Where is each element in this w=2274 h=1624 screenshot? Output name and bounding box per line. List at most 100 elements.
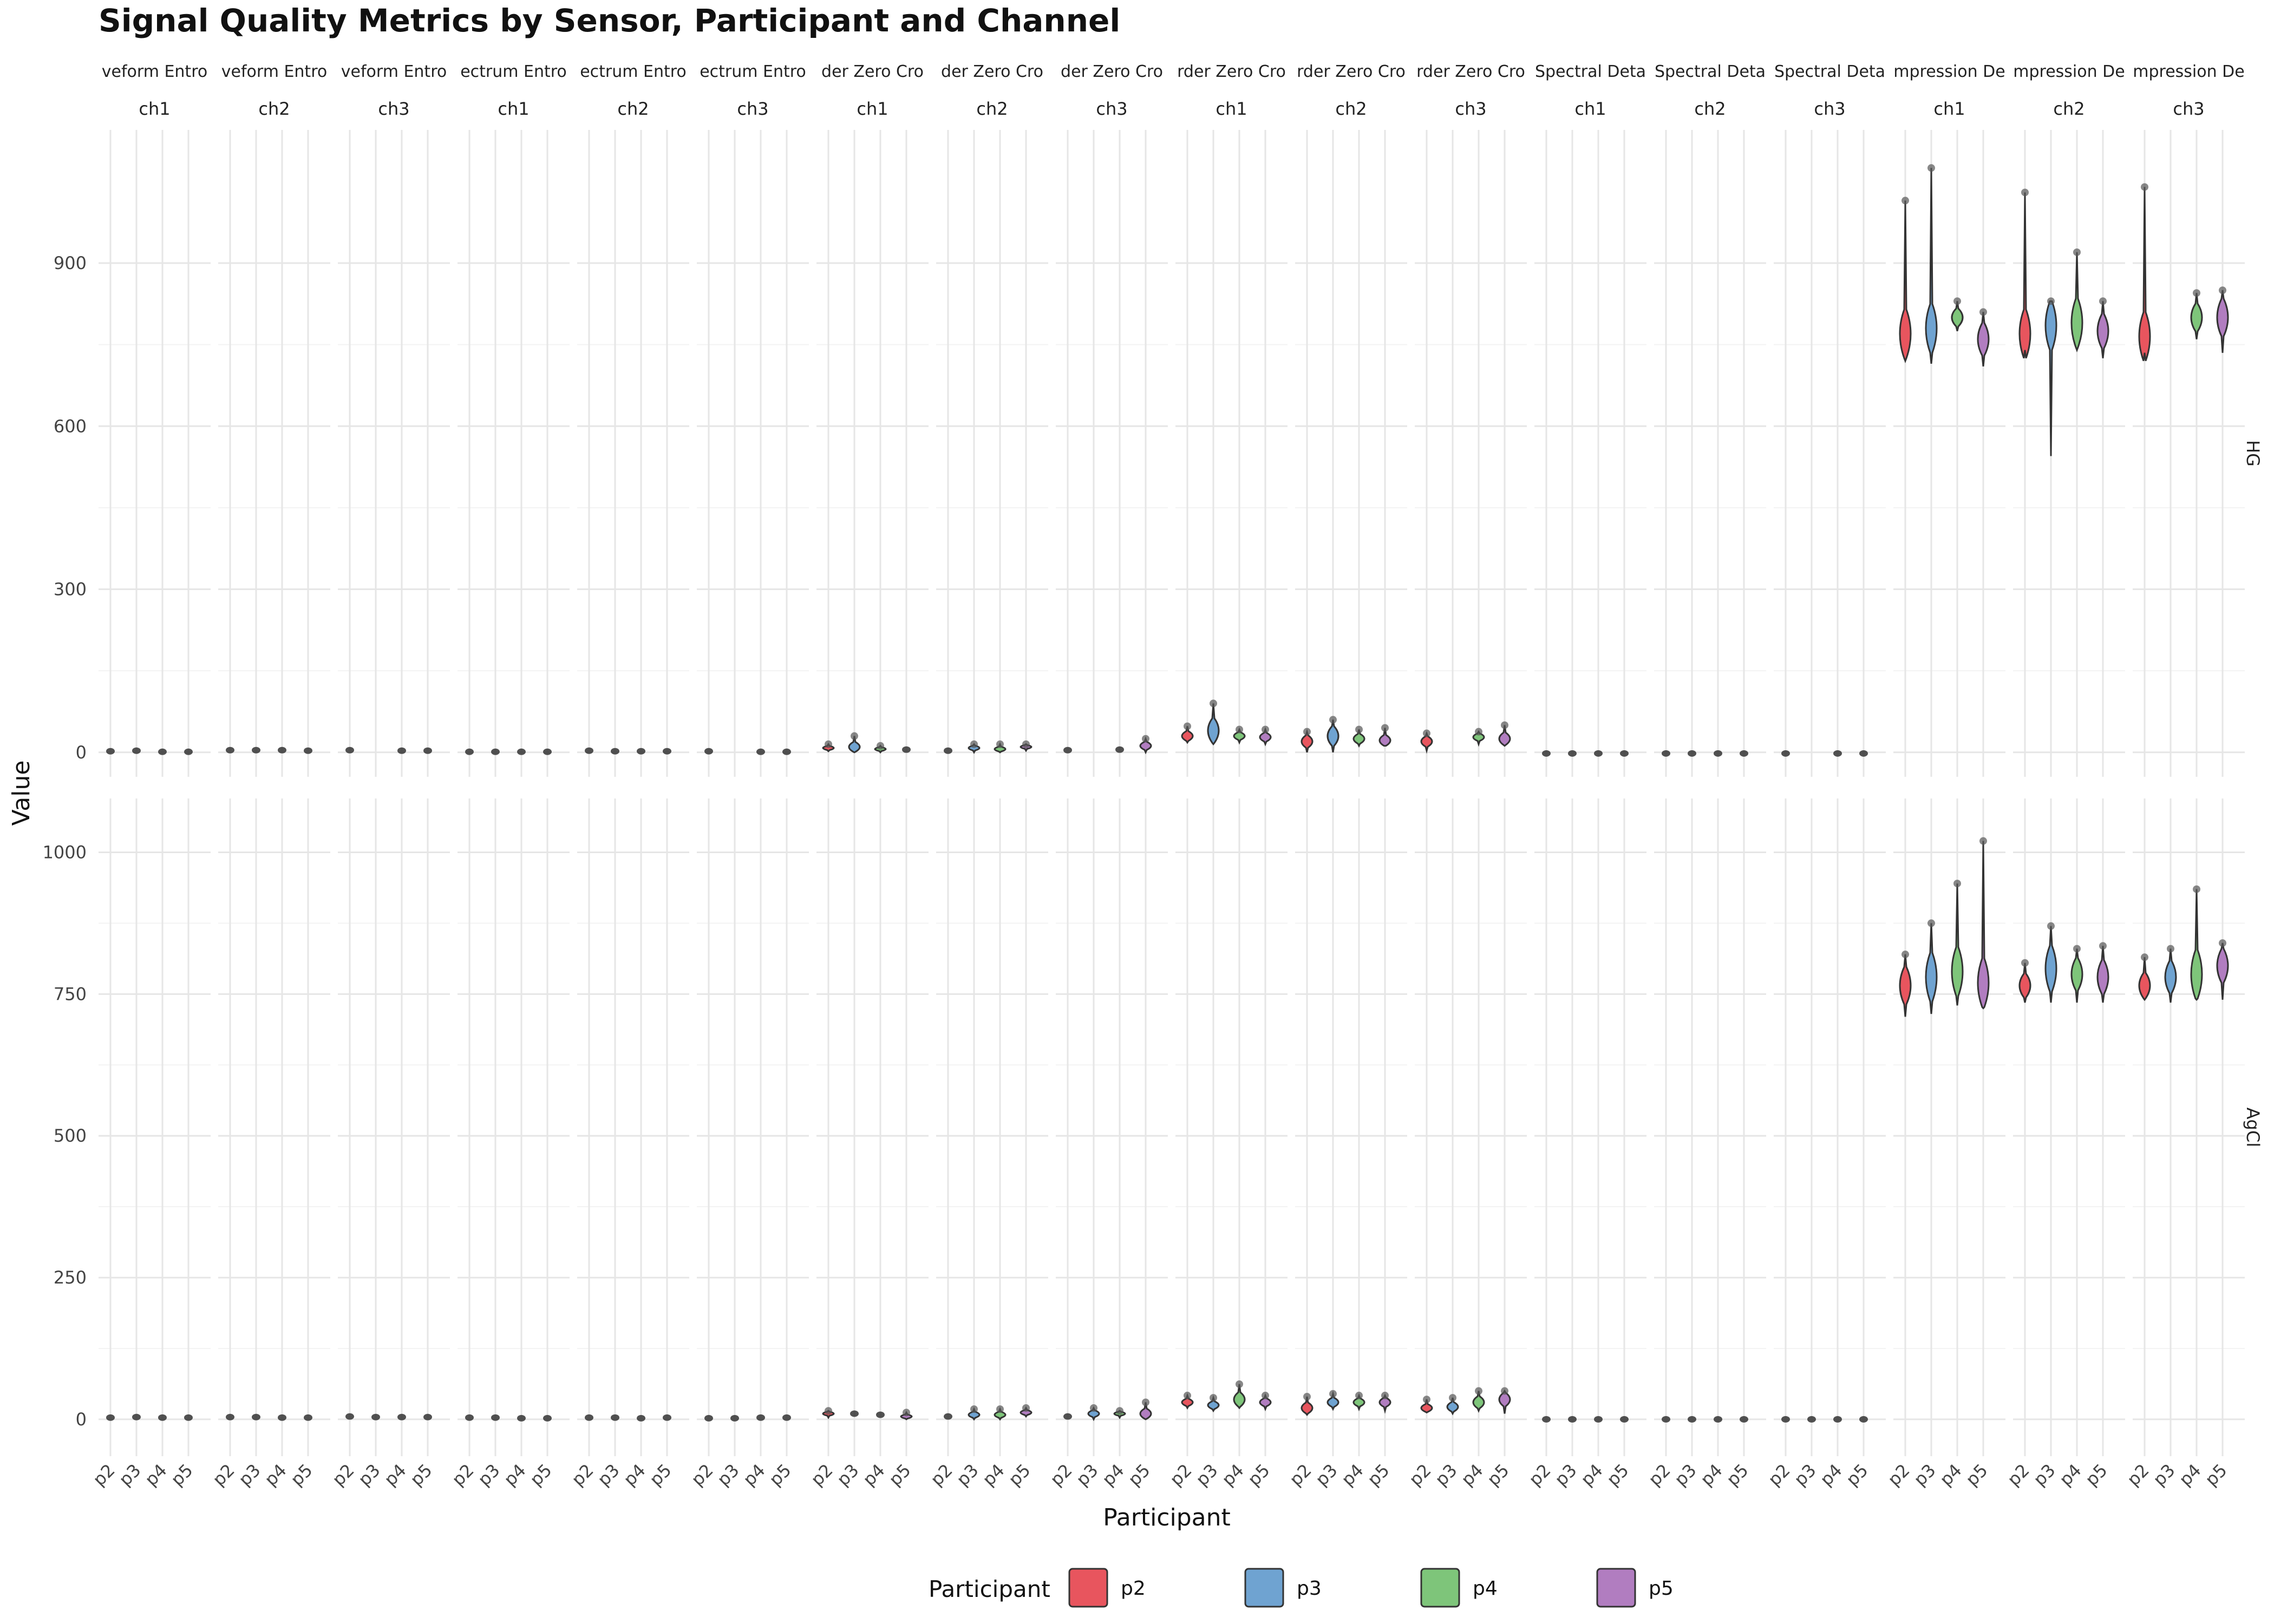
y-tick-label: 0	[76, 1409, 87, 1430]
violin-p4	[2190, 293, 2203, 339]
outlier-point	[970, 740, 978, 748]
facet-strip-channel: ch2	[976, 99, 1008, 119]
violin-p5	[2216, 942, 2229, 1000]
violin-p2	[2138, 957, 2151, 1001]
y-tick-label: 600	[54, 416, 87, 436]
facet-strip-channel: ch3	[1814, 99, 1845, 119]
outlier-point	[2219, 286, 2226, 294]
violin-p2	[106, 748, 115, 755]
violin-p3	[2044, 926, 2057, 1003]
outlier-point	[2099, 942, 2107, 950]
facet-strip-channel: ch1	[1216, 99, 1247, 119]
violin-p3	[1925, 168, 1938, 364]
facet-strip-channel: ch2	[1694, 99, 1726, 119]
legend-entries: p2 p3 p4 p5	[1068, 1568, 1674, 1608]
violin-p3	[252, 1413, 260, 1420]
outlier-point	[1142, 735, 1149, 743]
violin-p3	[730, 1415, 739, 1422]
violin-p2	[585, 1414, 593, 1421]
violin-p5	[1259, 1393, 1272, 1412]
outlier-point	[1210, 699, 1217, 708]
facet-strip-channel: ch2	[2053, 99, 2084, 119]
violin-p3	[968, 1407, 981, 1421]
violin-p4	[1833, 750, 1842, 757]
outlier-point	[2073, 945, 2081, 953]
violin-p5	[1740, 750, 1748, 757]
violin-p2	[1181, 1393, 1194, 1410]
outlier-point	[1262, 725, 1269, 734]
violin-p5	[663, 748, 671, 755]
facet-strip-metric: rder Zero Cro	[1177, 62, 1286, 81]
facet-strip-metric: ectrum Entro	[460, 62, 567, 81]
violin-p2	[465, 748, 474, 755]
outlier-point	[2193, 289, 2200, 297]
facet-strip-metric: rder Zero Cro	[1297, 62, 1406, 81]
legend: Participant p2 p3 p4 p5	[929, 1568, 1674, 1608]
outlier-point	[903, 1409, 910, 1417]
outlier-point	[2193, 885, 2200, 893]
violin-p3	[848, 736, 861, 754]
violin-p5	[1020, 1406, 1033, 1418]
violin-p4	[1594, 1416, 1603, 1423]
y-tick-label: 300	[54, 579, 87, 600]
violin-p4	[158, 1414, 167, 1421]
facet-strip-channel: ch3	[1455, 99, 1486, 119]
legend-key-p4	[1420, 1568, 1460, 1608]
facet-strip-metric: ectrum Entro	[700, 62, 806, 81]
outlier-point	[1090, 1404, 1097, 1412]
violin-p4	[637, 1415, 645, 1422]
outlier-point	[851, 732, 858, 740]
violin-p2	[585, 747, 593, 754]
violin-p2	[1420, 731, 1433, 754]
facet-strip-sensor: AgCl	[2243, 1108, 2263, 1147]
facet-strip-channel: ch2	[258, 99, 290, 119]
violin-p2	[1063, 746, 1072, 754]
violin-p5	[1977, 312, 1990, 366]
outlier-point	[1184, 1391, 1191, 1399]
violin-p4	[756, 1414, 765, 1421]
violin-p2	[704, 748, 713, 755]
outlier-point	[1381, 1391, 1389, 1399]
outlier-point	[1210, 1394, 1217, 1402]
violin-p4	[517, 748, 526, 755]
x-axis-title: Participant	[1103, 1504, 1231, 1531]
outlier-point	[1262, 1391, 1269, 1399]
violin-p3	[1327, 719, 1339, 753]
violin-p3	[1568, 1416, 1577, 1423]
violin-p4	[2070, 252, 2083, 352]
facet-strip-metric: veform Entro	[341, 62, 447, 81]
y-tick-label: 500	[54, 1125, 87, 1146]
outlier-point	[970, 1405, 978, 1413]
violin-p3	[1688, 750, 1696, 757]
violin-p4	[1714, 1416, 1722, 1423]
outlier-point	[2141, 953, 2148, 961]
outlier-point	[1355, 725, 1363, 734]
violin-p2	[2018, 962, 2031, 1003]
violin-p4	[2070, 948, 2083, 1003]
violin-p3	[371, 1413, 380, 1420]
violin-p4	[994, 1407, 1007, 1421]
facet-strip-metric: rder Zero Cro	[1416, 62, 1525, 81]
outlier-point	[1501, 721, 1508, 729]
outlier-point	[1953, 297, 1961, 305]
outlier-point	[1475, 728, 1482, 736]
violin-p3	[2164, 948, 2177, 1003]
violin-p3	[1207, 1395, 1220, 1413]
violin-p3	[132, 747, 141, 754]
outlier-point	[825, 1407, 832, 1415]
violin-p5	[1378, 1393, 1391, 1414]
facet-strip-channel: ch2	[1335, 99, 1367, 119]
violin-p2	[1301, 1396, 1314, 1416]
violin-p5	[1498, 725, 1511, 747]
facet-strip-channel: ch3	[2173, 99, 2204, 119]
violin-p2	[226, 746, 234, 754]
violin-p5	[1139, 736, 1152, 755]
y-tick-label: 250	[54, 1267, 87, 1288]
violin-p4	[1233, 727, 1246, 745]
violin-p4	[1352, 729, 1365, 748]
outlier-point	[1329, 1390, 1337, 1398]
violin-p4	[1115, 746, 1124, 753]
outlier-point	[2073, 248, 2081, 256]
violin-p4	[2190, 889, 2203, 1001]
